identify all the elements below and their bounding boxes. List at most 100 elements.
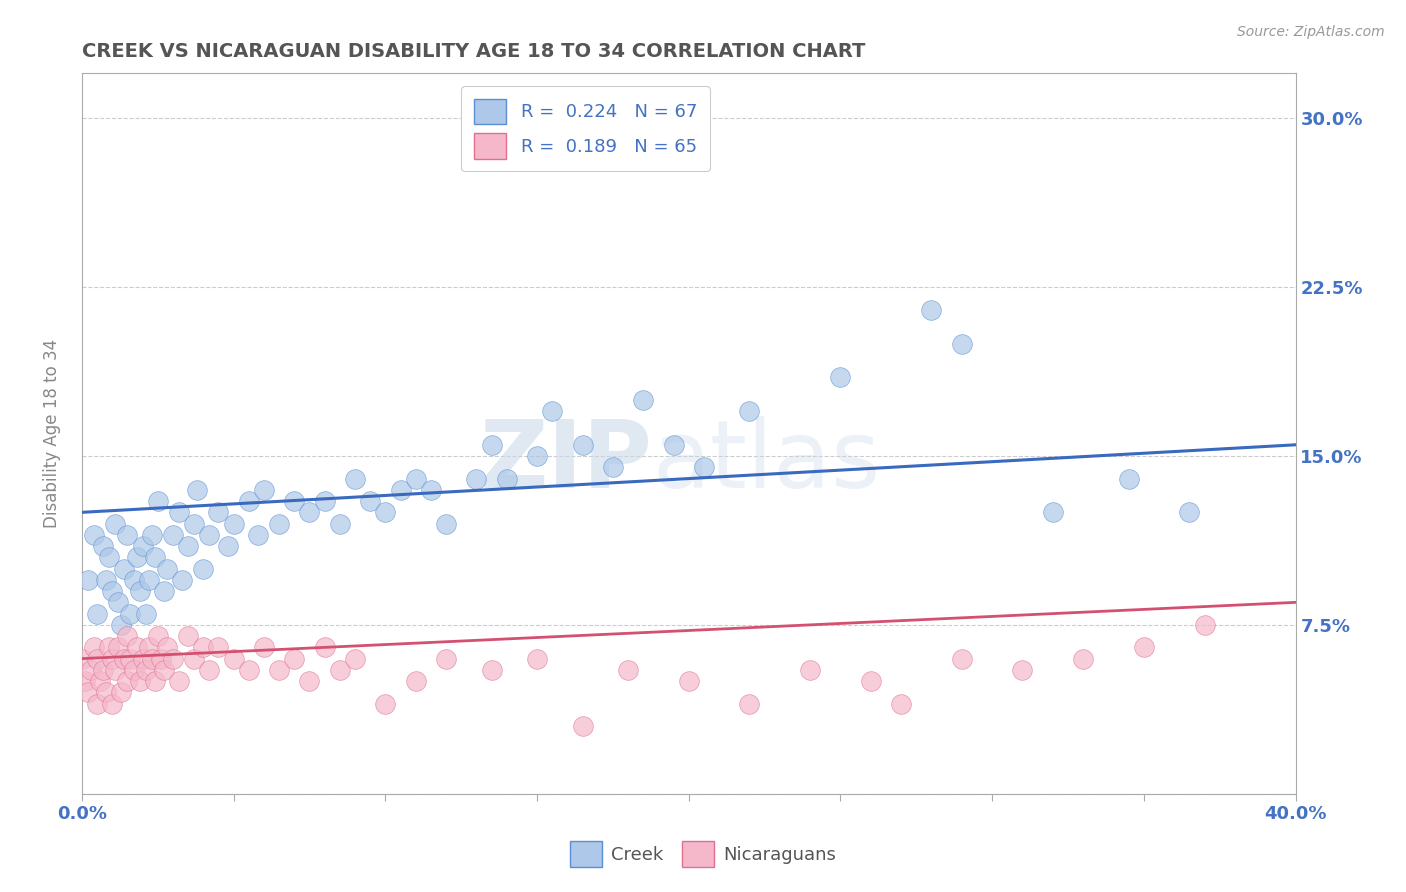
Point: [198, 663, 221, 677]
Text: CREEK VS NICARAGUAN DISABILITY AGE 18 TO 34 CORRELATION CHART: CREEK VS NICARAGUAN DISABILITY AGE 18 TO…: [82, 42, 865, 61]
Point: [481, 663, 503, 677]
Point: [374, 697, 396, 711]
Point: [283, 494, 305, 508]
Point: [1194, 618, 1216, 632]
Point: [183, 516, 205, 531]
Point: [329, 516, 352, 531]
Point: [112, 651, 135, 665]
Point: [107, 640, 129, 655]
Point: [217, 539, 239, 553]
Point: [122, 663, 145, 677]
Point: [526, 651, 548, 665]
Point: [329, 663, 352, 677]
Point: [125, 640, 148, 655]
Point: [186, 483, 208, 497]
Point: [526, 449, 548, 463]
Point: [374, 505, 396, 519]
Point: [269, 663, 291, 677]
Point: [571, 719, 593, 733]
Point: [571, 438, 593, 452]
Point: [920, 302, 942, 317]
Point: [80, 663, 103, 677]
Point: [631, 392, 654, 407]
Point: [143, 550, 166, 565]
Point: [122, 573, 145, 587]
Point: [434, 516, 457, 531]
Point: [125, 550, 148, 565]
Point: [222, 651, 245, 665]
Point: [183, 651, 205, 665]
Point: [170, 573, 193, 587]
Point: [1042, 505, 1064, 519]
Point: [131, 651, 153, 665]
Point: [298, 674, 321, 689]
Point: [343, 651, 366, 665]
Point: [177, 539, 200, 553]
Point: [693, 460, 716, 475]
Point: [86, 697, 108, 711]
Point: [298, 505, 321, 519]
Y-axis label: Disability Age 18 to 34: Disability Age 18 to 34: [44, 339, 60, 528]
Point: [678, 674, 700, 689]
Point: [1118, 472, 1140, 486]
Legend: Creek, Nicaraguans: Creek, Nicaraguans: [562, 834, 844, 874]
Point: [138, 573, 160, 587]
Point: [253, 483, 276, 497]
Point: [96, 573, 118, 587]
Point: [98, 640, 121, 655]
Point: [128, 674, 150, 689]
Point: [117, 629, 139, 643]
Point: [141, 651, 163, 665]
Point: [207, 505, 229, 519]
Point: [167, 674, 190, 689]
Point: [314, 494, 336, 508]
Point: [481, 438, 503, 452]
Point: [222, 516, 245, 531]
Point: [104, 516, 127, 531]
Point: [246, 528, 269, 542]
Point: [617, 663, 640, 677]
Legend: R =  0.224   N = 67, R =  0.189   N = 65: R = 0.224 N = 67, R = 0.189 N = 65: [461, 86, 710, 171]
Point: [495, 472, 517, 486]
Point: [1178, 505, 1201, 519]
Point: [89, 674, 111, 689]
Point: [135, 663, 157, 677]
Point: [541, 404, 564, 418]
Point: [117, 528, 139, 542]
Text: atlas: atlas: [652, 417, 880, 508]
Point: [859, 674, 882, 689]
Point: [128, 584, 150, 599]
Point: [950, 651, 973, 665]
Point: [143, 674, 166, 689]
Point: [117, 674, 139, 689]
Point: [434, 651, 457, 665]
Point: [98, 550, 121, 565]
Point: [120, 651, 142, 665]
Point: [177, 629, 200, 643]
Point: [1011, 663, 1033, 677]
Point: [314, 640, 336, 655]
Point: [112, 561, 135, 575]
Point: [138, 640, 160, 655]
Point: [141, 528, 163, 542]
Point: [198, 528, 221, 542]
Point: [830, 370, 852, 384]
Point: [77, 685, 100, 699]
Point: [799, 663, 821, 677]
Point: [77, 573, 100, 587]
Point: [96, 685, 118, 699]
Point: [120, 607, 142, 621]
Point: [156, 640, 179, 655]
Point: [86, 651, 108, 665]
Point: [950, 336, 973, 351]
Point: [153, 663, 176, 677]
Point: [738, 404, 761, 418]
Point: [1133, 640, 1156, 655]
Point: [86, 607, 108, 621]
Point: [107, 595, 129, 609]
Point: [101, 584, 124, 599]
Point: [162, 651, 184, 665]
Point: [146, 629, 169, 643]
Point: [1071, 651, 1094, 665]
Point: [602, 460, 624, 475]
